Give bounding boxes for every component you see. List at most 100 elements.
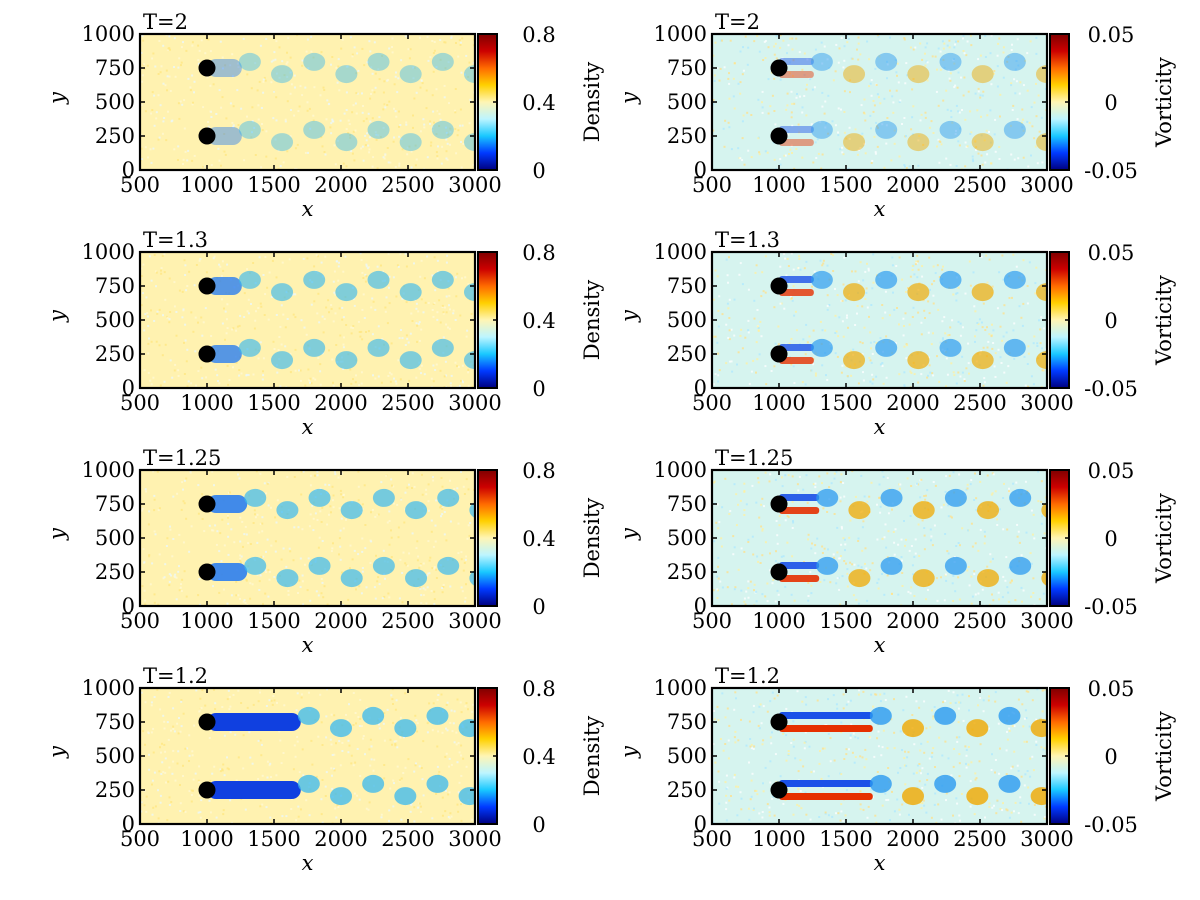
noise-speck: [442, 583, 445, 586]
noise-speck: [306, 589, 309, 592]
noise-speck: [959, 544, 961, 547]
noise-speck: [466, 537, 469, 540]
field-image: [140, 470, 475, 606]
noise-speck: [747, 541, 750, 543]
noise-speck: [368, 151, 371, 154]
noise-speck: [392, 779, 395, 782]
noise-speck: [720, 537, 723, 540]
noise-speck: [813, 270, 816, 273]
panel-density-2: 500 1000 1500 2000 2500 300002505007501000xyT…: [45, 10, 604, 221]
noise-speck: [321, 821, 324, 824]
noise-speck: [384, 154, 387, 157]
noise-speck: [297, 805, 300, 808]
noise-speck: [163, 576, 166, 579]
noise-speck: [201, 334, 204, 337]
noise-speck: [756, 555, 759, 558]
x-axis-label: x: [874, 851, 886, 875]
noise-speck: [349, 544, 352, 547]
noise-speck: [749, 580, 752, 583]
noise-speck: [840, 773, 843, 776]
noise-speck: [306, 38, 309, 41]
noise-speck: [254, 62, 257, 65]
noise-speck: [876, 581, 879, 584]
vortex-blob: [1003, 338, 1026, 357]
noise-speck: [866, 262, 868, 265]
vortex-blob: [394, 787, 417, 806]
noise-speck: [331, 547, 334, 550]
noise-speck: [284, 326, 287, 329]
noise-speck: [961, 355, 964, 358]
noise-speck: [263, 482, 266, 485]
noise-speck: [851, 270, 853, 273]
noise-speck: [464, 596, 467, 599]
noise-speck: [419, 587, 422, 590]
noise-speck: [354, 129, 357, 132]
noise-speck: [1025, 531, 1028, 534]
noise-speck: [330, 122, 333, 125]
noise-speck: [841, 146, 844, 149]
noise-speck: [454, 276, 457, 279]
x-tick-label: 1500: [247, 391, 300, 415]
noise-speck: [980, 255, 983, 258]
noise-speck: [334, 473, 337, 476]
noise-speck: [810, 584, 813, 587]
noise-speck: [885, 335, 888, 338]
noise-speck: [419, 564, 422, 567]
noise-speck: [735, 697, 737, 700]
noise-speck: [754, 789, 757, 792]
noise-speck: [143, 63, 145, 66]
noise-speck: [999, 356, 1002, 359]
noise-speck: [236, 325, 239, 328]
noise-speck: [946, 373, 949, 376]
noise-speck: [251, 762, 254, 765]
noise-speck: [371, 165, 374, 168]
noise-speck: [459, 314, 462, 317]
noise-speck: [1002, 46, 1005, 49]
noise-speck: [721, 313, 724, 316]
noise-speck: [322, 331, 325, 334]
noise-speck: [786, 52, 788, 55]
noise-speck: [877, 730, 880, 733]
noise-speck: [826, 472, 829, 475]
noise-speck: [914, 552, 917, 555]
noise-speck: [804, 353, 807, 356]
noise-speck: [323, 585, 326, 588]
noise-speck: [392, 703, 394, 705]
noise-speck: [357, 485, 360, 488]
noise-speck: [252, 373, 255, 376]
noise-speck: [373, 91, 376, 94]
noise-speck: [426, 574, 429, 577]
x-tick-label: 1000: [752, 827, 805, 851]
panel-title: T=1.2: [715, 664, 780, 688]
noise-speck: [361, 503, 364, 506]
noise-speck: [991, 492, 994, 495]
noise-speck: [1032, 769, 1035, 772]
noise-speck: [184, 274, 187, 276]
noise-speck: [780, 302, 783, 305]
noise-speck: [926, 42, 929, 45]
noise-speck: [971, 595, 974, 598]
noise-speck: [867, 805, 870, 808]
noise-speck: [821, 364, 824, 367]
noise-speck: [928, 312, 931, 315]
noise-speck: [733, 62, 736, 65]
noise-speck: [874, 152, 877, 155]
vortex-blob: [810, 52, 833, 71]
noise-speck: [158, 770, 161, 773]
noise-speck: [1016, 118, 1019, 121]
noise-speck: [821, 747, 824, 750]
noise-speck: [200, 799, 203, 802]
noise-speck: [183, 127, 186, 130]
noise-speck: [431, 126, 434, 129]
noise-speck: [791, 527, 794, 529]
noise-speck: [931, 544, 934, 547]
x-axis-label: x: [874, 197, 886, 221]
noise-speck: [230, 594, 233, 597]
noise-speck: [150, 340, 153, 343]
noise-speck: [974, 139, 977, 142]
noise-speck: [149, 148, 152, 151]
noise-speck: [903, 345, 906, 348]
noise-speck: [852, 594, 855, 597]
noise-speck: [256, 573, 259, 576]
noise-speck: [877, 35, 880, 38]
